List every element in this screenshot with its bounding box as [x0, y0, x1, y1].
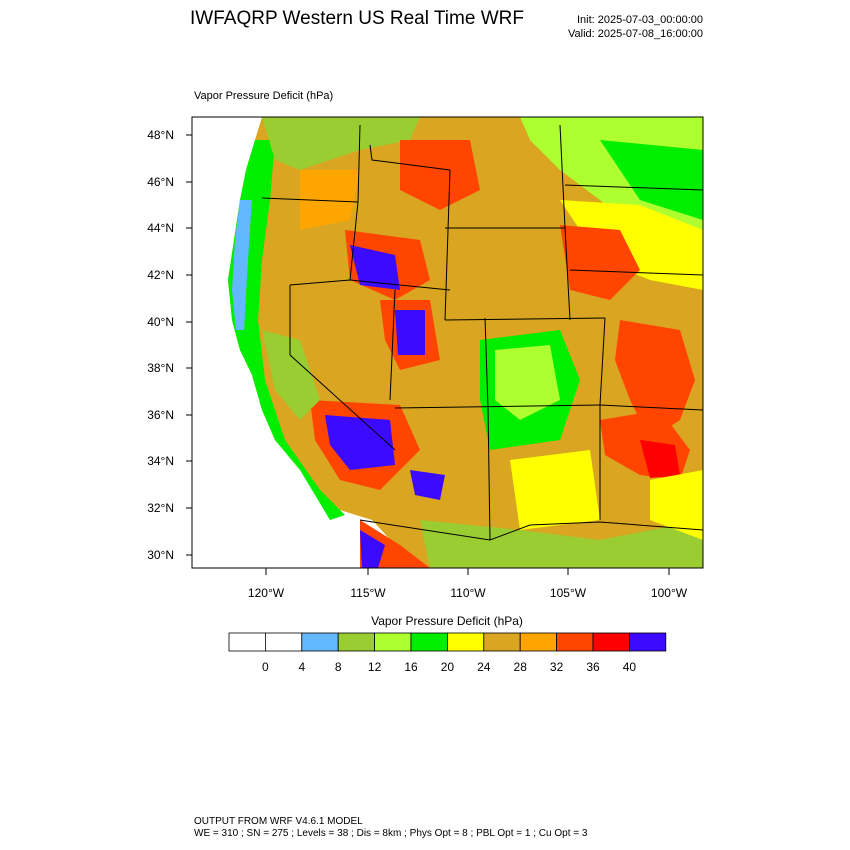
legend-swatch	[228, 632, 266, 652]
lat-label: 32°N	[147, 501, 174, 515]
legend-tick-label: 24	[477, 660, 491, 674]
page-title: IWFAQRP Western US Real Time WRF	[190, 8, 524, 29]
lat-label: 48°N	[147, 128, 174, 142]
legend-swatch	[483, 632, 521, 652]
legend-ticks: 0 4 8 12 16 20 24 28 32 36 40	[262, 660, 636, 674]
lat-label: 46°N	[147, 175, 174, 189]
lon-labels: 120°W 115°W 110°W 105°W 100°W	[248, 586, 688, 600]
dakota-green	[600, 140, 703, 220]
coastal-band	[228, 140, 345, 520]
legend-tick-label: 0	[262, 660, 269, 674]
plains-yellow	[560, 200, 703, 290]
legend-swatch	[374, 632, 412, 652]
legend-swatch	[410, 632, 448, 652]
lat-label: 30°N	[147, 548, 174, 562]
footer-config: WE = 310 ; SN = 275 ; Levels = 38 ; Dis …	[194, 828, 588, 839]
footer-model: OUTPUT FROM WRF V4.6.1 MODEL	[194, 816, 363, 827]
lon-label: 105°W	[550, 586, 587, 600]
texas-yellow	[650, 470, 703, 540]
legend-colorbar	[228, 632, 667, 652]
legend-tick-label: 16	[404, 660, 418, 674]
legend-tick-label: 12	[368, 660, 382, 674]
legend-title: Vapor Pressure Deficit (hPa)	[371, 614, 523, 628]
snake-river-max	[350, 245, 400, 290]
nm-yellow	[510, 450, 600, 530]
lon-label: 100°W	[651, 586, 688, 600]
legend-tick-label: 40	[623, 660, 637, 674]
north-green	[262, 117, 420, 170]
legend-tick-label: 28	[514, 660, 528, 674]
lat-label: 38°N	[147, 361, 174, 375]
legend-swatch	[592, 632, 630, 652]
state-boundaries	[261, 124, 703, 541]
ca-valley	[262, 330, 320, 420]
legend-tick-label: 8	[335, 660, 342, 674]
legend-tick-label: 20	[441, 660, 455, 674]
legend-swatch	[337, 632, 376, 652]
map-frame	[191, 116, 704, 569]
baja-max	[360, 530, 385, 568]
lat-ticks	[186, 134, 192, 556]
legend-swatch	[556, 632, 594, 652]
lat-labels: 48°N 46°N 44°N 42°N 40°N 38°N 36°N 34°N …	[147, 128, 174, 562]
utah-max	[395, 310, 425, 355]
colorado-lightgreen	[495, 345, 560, 420]
legend-swatch	[629, 632, 667, 652]
hot-core	[640, 440, 680, 478]
hot-kansas	[615, 320, 695, 440]
lat-label: 40°N	[147, 315, 174, 329]
mojave-max	[325, 415, 395, 470]
hot-north-plains	[560, 225, 640, 300]
oregon-orange	[300, 170, 360, 230]
legend-swatch	[446, 632, 485, 652]
montana-red	[400, 140, 480, 210]
plot-label: Vapor Pressure Deficit (hPa)	[194, 90, 334, 102]
legend-tick-label: 36	[586, 660, 600, 674]
lon-label: 110°W	[450, 586, 486, 600]
map-area	[192, 117, 703, 568]
coastal-cool	[232, 200, 252, 330]
legend-swatch	[264, 632, 303, 652]
legend-tick-label: 32	[550, 660, 564, 674]
footer: OUTPUT FROM WRF V4.6.1 MODEL WE = 310 ; …	[194, 816, 587, 840]
legend-tick-label: 4	[298, 660, 305, 674]
time-info: Init: 2025-07-03_00:00:00 Valid: 2025-07…	[568, 13, 703, 41]
lat-label: 44°N	[147, 221, 174, 235]
legend-swatch	[301, 632, 339, 652]
lat-label: 34°N	[147, 454, 174, 468]
lon-label: 115°W	[350, 586, 386, 600]
lon-label: 120°W	[248, 586, 285, 600]
lon-ticks	[265, 568, 670, 575]
mexico-region	[420, 520, 703, 568]
valid-time: Valid: 2025-07-08_16:00:00	[568, 28, 703, 40]
lat-label: 42°N	[147, 268, 174, 282]
init-time: Init: 2025-07-03_00:00:00	[577, 14, 703, 26]
legend-swatch	[519, 632, 558, 652]
arizona-max	[410, 470, 445, 500]
lat-label: 36°N	[147, 408, 174, 422]
